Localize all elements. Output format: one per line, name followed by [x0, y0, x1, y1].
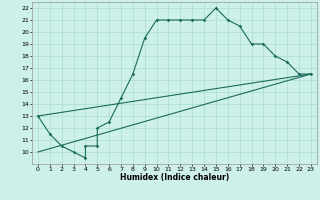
X-axis label: Humidex (Indice chaleur): Humidex (Indice chaleur)	[120, 173, 229, 182]
